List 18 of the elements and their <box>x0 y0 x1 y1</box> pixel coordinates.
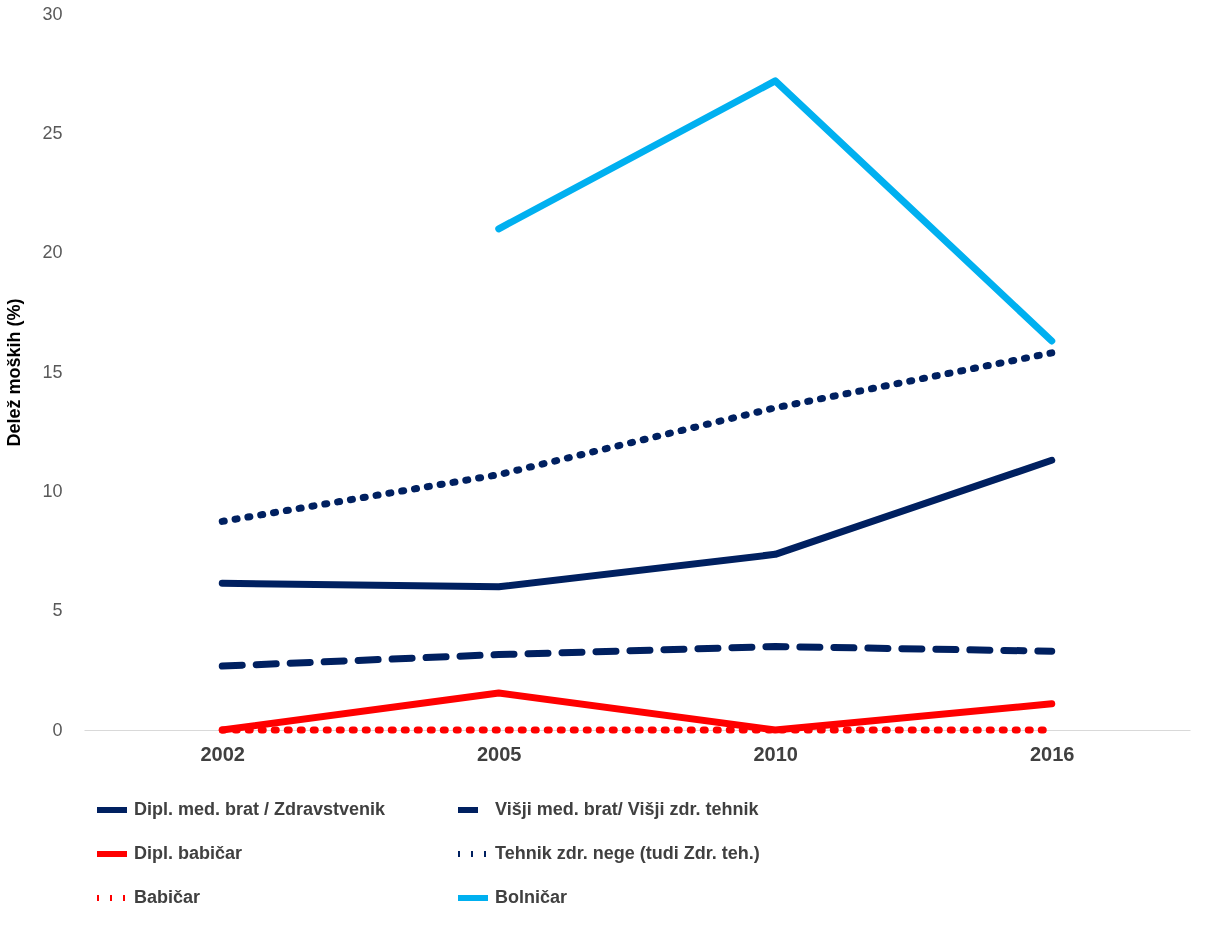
y-tick-label: 0 <box>52 719 63 740</box>
x-tick-label: 2005 <box>477 742 522 765</box>
y-tick-label: 20 <box>42 242 63 263</box>
x-tick-label: 2016 <box>1030 742 1075 765</box>
y-tick-label: 15 <box>42 361 63 382</box>
legend-label: Dipl. med. brat / Zdravstvenik <box>134 799 387 819</box>
y-tick-label: 5 <box>52 600 63 621</box>
y-tick-label: 10 <box>42 480 63 501</box>
legend-label: Višji med. brat/ Višji zdr. tehnik <box>495 799 760 819</box>
legend-label: Babičar <box>134 887 201 907</box>
y-tick-label: 30 <box>42 3 63 24</box>
x-tick-label: 2002 <box>200 742 245 765</box>
legend-label: Bolničar <box>495 887 568 907</box>
y-tick-label: 25 <box>42 122 63 143</box>
y-axis-title: Delež moških (%) <box>4 298 25 447</box>
legend-label: Dipl. babičar <box>134 843 243 863</box>
legend-label: Tehnik zdr. nege (tudi Zdr. teh.) <box>495 843 760 863</box>
x-tick-label: 2010 <box>753 742 798 765</box>
